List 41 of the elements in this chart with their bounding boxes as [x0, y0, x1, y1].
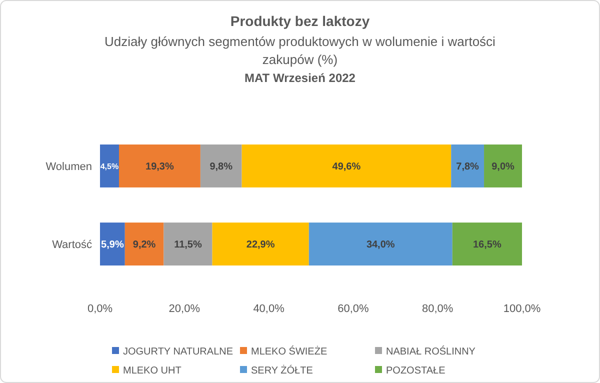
data-label: 34,0% [366, 240, 395, 251]
bar [100, 144, 119, 188]
bar [124, 222, 164, 266]
bar [242, 144, 452, 188]
bar [200, 144, 242, 188]
data-label: 19,3% [146, 161, 174, 172]
data-label: 7,8% [456, 161, 480, 172]
bar [212, 222, 309, 266]
x-tick-label: 40,0% [253, 303, 285, 315]
legend-label: JOGURTY NATURALNE [123, 346, 234, 358]
legend-label: POZOSTAŁE [386, 366, 446, 376]
data-label: 22,9% [246, 240, 275, 251]
x-tick-label: 80,0% [422, 303, 454, 315]
bar [164, 222, 212, 266]
x-tick-label: 0,0% [87, 303, 113, 315]
chart-title: Produkty bez laktozy [230, 13, 370, 29]
x-tick-label: 20,0% [168, 303, 200, 315]
data-label: 4,5% [100, 162, 119, 171]
data-label: 49,6% [332, 161, 361, 172]
bar [484, 144, 522, 188]
x-tick-label: 100,0% [503, 303, 541, 315]
data-label: 11,5% [174, 240, 202, 251]
bar [452, 222, 522, 266]
text: MAT Wrzesień 2022 [244, 71, 356, 85]
legend-label: SERY ŻÓŁTE [251, 364, 314, 376]
bar [118, 144, 200, 188]
data-label: 16,5% [473, 240, 502, 251]
legend-label: NABIAŁ ROŚLINNY [386, 346, 476, 358]
data-label: 9,8% [210, 161, 233, 172]
y-tick-label: Wartość [52, 238, 92, 251]
bar [100, 222, 125, 266]
bar [308, 222, 452, 266]
x-tick-label: 60,0% [338, 303, 370, 315]
data-label: 9,0% [492, 161, 515, 172]
bar [451, 144, 484, 188]
data-label: 9,2% [132, 240, 156, 251]
legend-label: MLEKO UHT [123, 366, 182, 376]
chart-subtitle: Udziały głównych segmentów produktowych w wolumenie i wartości zakupów (%) [104, 34, 496, 67]
legend-label: MLEKO ŚWIEŻE [251, 346, 328, 358]
y-tick-label: Wolumen [46, 160, 92, 173]
data-label: 5,9% [101, 240, 124, 251]
